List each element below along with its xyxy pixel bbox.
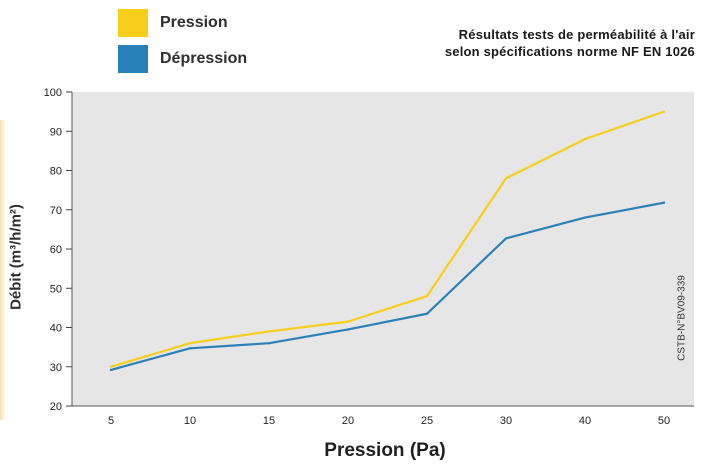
x-tick-label: 15 bbox=[263, 415, 275, 427]
chart-title-line-2: selon spécifications norme NF EN 1026 bbox=[444, 44, 695, 59]
series-line-depression bbox=[109, 201, 666, 371]
chart-title-line-1: Résultats tests de perméabilité à l'air bbox=[458, 27, 695, 42]
legend: Pression Dépression bbox=[118, 8, 247, 80]
legend-label-depression: Dépression bbox=[160, 50, 248, 67]
x-tick-label: 50 bbox=[658, 415, 670, 427]
legend-swatch-depression bbox=[118, 45, 148, 73]
series-line-pression bbox=[109, 110, 666, 368]
data-point-depression bbox=[346, 328, 350, 331]
legend-label-pression: Pression bbox=[160, 14, 228, 31]
x-tick-label: 5 bbox=[108, 415, 114, 427]
data-point-depression bbox=[504, 237, 508, 240]
data-point-pression bbox=[109, 365, 113, 368]
y-tick-label: 100 bbox=[44, 87, 62, 99]
y-tick-label: 70 bbox=[50, 205, 62, 217]
x-tick-label: 30 bbox=[500, 415, 512, 427]
y-axis-label: Débit (m³/h/m²) bbox=[7, 204, 25, 310]
data-point-pression bbox=[267, 330, 271, 333]
data-point-depression bbox=[662, 201, 666, 204]
y-tick-label: 90 bbox=[50, 126, 62, 138]
data-point-depression bbox=[583, 216, 587, 219]
certification-annotation: CSTB-N°BV09-339 bbox=[676, 275, 688, 361]
y-tick-label: 40 bbox=[50, 323, 62, 335]
legend-swatch-pression bbox=[118, 9, 148, 37]
data-point-depression bbox=[109, 368, 113, 372]
chart-title: Résultats tests de perméabilité à l'air … bbox=[445, 26, 695, 60]
data-point-pression bbox=[425, 294, 429, 298]
y-tick-label: 30 bbox=[50, 362, 62, 374]
data-point-pression bbox=[504, 177, 508, 180]
x-axis-label: Pression (Pa) bbox=[324, 440, 446, 461]
x-tick-label: 10 bbox=[184, 415, 196, 427]
edge-decoration bbox=[0, 120, 6, 420]
data-point-depression bbox=[188, 347, 192, 350]
data-point-pression bbox=[583, 137, 587, 141]
plot-area bbox=[72, 92, 694, 406]
data-point-pression bbox=[346, 320, 350, 323]
y-tick-label: 20 bbox=[50, 401, 62, 413]
y-tick-label: 60 bbox=[50, 244, 62, 256]
data-point-depression bbox=[425, 312, 429, 315]
y-tick-label: 50 bbox=[50, 283, 62, 295]
x-tick-label: 25 bbox=[421, 415, 433, 427]
legend-item-pression: Pression bbox=[118, 8, 247, 38]
data-point-pression bbox=[188, 342, 192, 345]
data-point-pression bbox=[662, 110, 666, 113]
x-tick-label: 20 bbox=[342, 415, 354, 427]
data-point-depression bbox=[267, 342, 271, 345]
x-tick-label: 40 bbox=[579, 415, 591, 427]
legend-item-depression: Dépression bbox=[118, 44, 247, 74]
y-tick-label: 80 bbox=[50, 166, 62, 178]
